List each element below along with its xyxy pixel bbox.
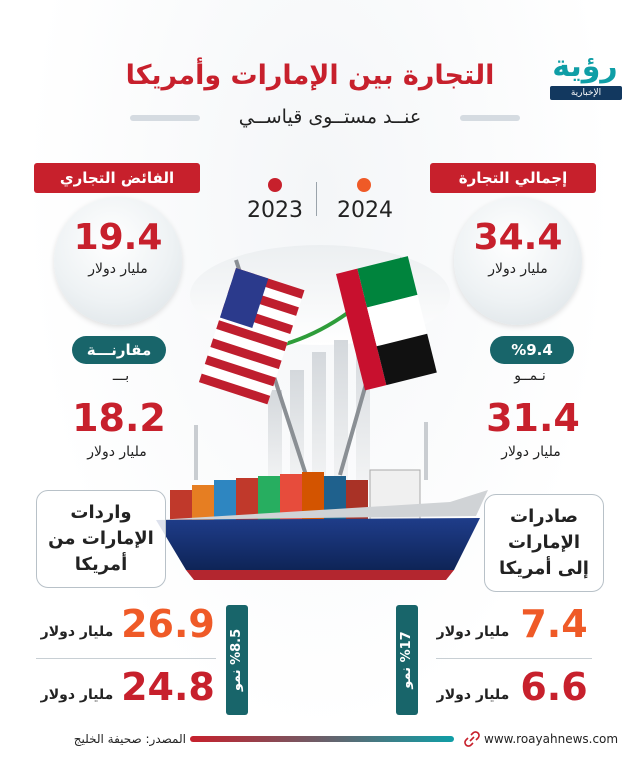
year-2024-dot-icon: [357, 178, 371, 192]
exports-line-2: الإمارات: [507, 532, 581, 553]
total-trade-value: 34.4: [473, 217, 563, 258]
comparison-word: بـــ: [112, 368, 130, 384]
total-trade-unit: مليار دولار: [488, 261, 548, 277]
growth-bar-2: [312, 352, 326, 480]
subtitle-divider-left: [130, 115, 200, 121]
exports-line-1: صادرات: [509, 506, 578, 527]
year-2023-label: 2023: [247, 198, 303, 223]
imports-divider: [36, 658, 216, 659]
logo-subtext: الإخبارية: [550, 86, 622, 100]
total-trade-circle: 34.4 مليار دولار: [454, 197, 582, 325]
comparison-pill: مقارنـــة: [72, 336, 166, 364]
trade-surplus-circle: 19.4 مليار دولار: [54, 197, 182, 325]
link-icon: [464, 731, 480, 747]
total-trade-2023-value: 31.4: [486, 396, 580, 440]
exports-2024-unit: مليار دولار: [436, 624, 510, 640]
growth-word: نـمــو: [514, 368, 546, 384]
exports-2023-value: 6.6: [520, 665, 588, 709]
growth-bar-3: [334, 340, 348, 480]
imports-line-3: أمريكا: [74, 554, 128, 575]
imports-line-1: واردات: [70, 502, 132, 523]
logo-text: رؤية: [552, 49, 618, 84]
exports-divider: [436, 658, 592, 659]
uae-flag-icon: [336, 256, 437, 391]
page-title: التجارة بين الإمارات وأمريكا: [125, 60, 495, 91]
imports-growth-bar: %8.5 نمو: [226, 605, 248, 715]
page-subtitle: عنــد مستــوى قياســي: [238, 106, 422, 128]
brand-logo: رؤية الإخبارية: [544, 48, 626, 104]
total-trade-growth-pill: %9.4: [490, 336, 574, 364]
imports-box: واردات الإمارات من أمريكا: [36, 490, 166, 588]
imports-2024-unit: مليار دولار: [40, 624, 114, 640]
source-credit: المصدر: صحيفة الخليج: [73, 732, 186, 746]
total-trade-tag: إجمالي التجارة: [430, 163, 596, 193]
ship-flags-illustration: [156, 245, 488, 580]
exports-line-3: إلى أمريكا: [499, 558, 589, 579]
year-separator: [316, 182, 317, 216]
imports-growth-text: %8.5 نمو: [229, 628, 244, 692]
year-2023-dot-icon: [268, 178, 282, 192]
us-flag-icon: [198, 268, 305, 405]
ship-hull: [156, 518, 480, 570]
trade-surplus-2023-unit: مليار دولار: [87, 444, 147, 460]
year-2024-label: 2024: [337, 198, 393, 223]
growth-bar-0: [268, 390, 282, 480]
exports-box: صادرات الإمارات إلى أمريكا: [484, 494, 604, 592]
imports-line-2: الإمارات من: [48, 528, 154, 549]
total-trade-2023-unit: مليار دولار: [501, 444, 561, 460]
trade-surplus-2023-value: 18.2: [72, 396, 166, 440]
exports-2023-unit: مليار دولار: [436, 687, 510, 703]
exports-growth-text: %17 نمو: [399, 631, 414, 689]
website-link[interactable]: www.roayahnews.com: [484, 732, 619, 746]
imports-2024-value: 26.9: [121, 602, 215, 646]
subtitle-divider-right: [460, 115, 520, 121]
imports-2023-value: 24.8: [121, 665, 215, 709]
trade-surplus-value: 19.4: [73, 217, 163, 258]
imports-2023-unit: مليار دولار: [40, 687, 114, 703]
footer-gradient-bar: [190, 736, 454, 742]
trade-surplus-tag: الفائض التجاري: [34, 163, 200, 193]
exports-2024-value: 7.4: [520, 602, 588, 646]
trade-surplus-unit: مليار دولار: [88, 261, 148, 277]
exports-growth-bar: %17 نمو: [396, 605, 418, 715]
